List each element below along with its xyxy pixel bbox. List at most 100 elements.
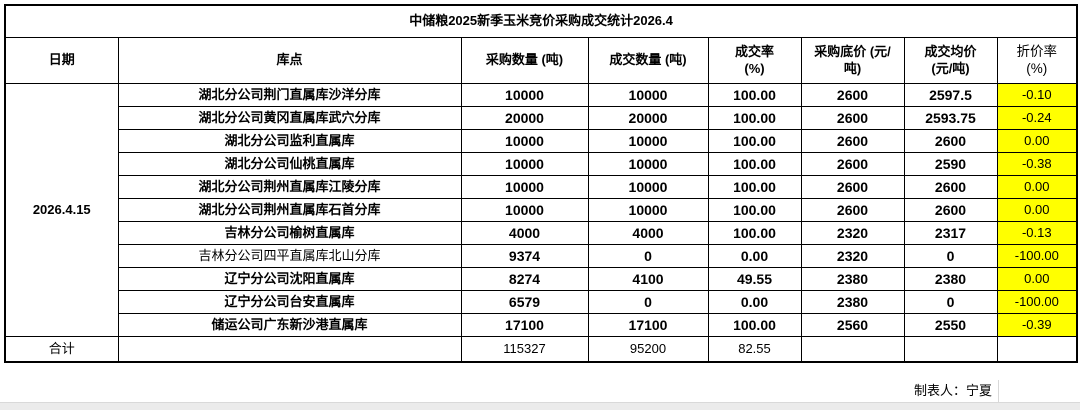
col-header-depot[interactable]: 库点 <box>117 37 462 84</box>
deal-qty-cell[interactable]: 10000 <box>587 152 709 176</box>
sheet-edge-strip <box>0 402 1080 410</box>
depot-cell[interactable]: 吉林分公司榆树直属库 <box>117 221 462 245</box>
deal-rate-cell[interactable]: 0.00 <box>707 244 802 268</box>
deal-rate-cell[interactable]: 49.55 <box>707 267 802 291</box>
deal-qty-cell[interactable]: 4000 <box>587 221 709 245</box>
title-row: 中储粮2025新季玉米竞价采购成交统计2026.4 <box>4 4 1078 38</box>
col-header-discount-rate[interactable]: 折价率 (%) <box>996 37 1078 84</box>
avg-price-cell[interactable]: 2600 <box>903 175 998 199</box>
floor-price-cell[interactable]: 2600 <box>800 129 905 153</box>
discount-rate-cell[interactable]: -0.38 <box>996 152 1078 176</box>
deal-qty-cell[interactable]: 0 <box>587 244 709 268</box>
col-header-purchase-qty[interactable]: 采购数量 (吨) <box>460 37 589 84</box>
purchase-qty-cell[interactable]: 10000 <box>460 152 589 176</box>
table-row: 湖北分公司仙桃直属库 10000 10000 100.00 2600 2590 … <box>5 152 1078 176</box>
col-header-deal-rate[interactable]: 成交率 (%) <box>707 37 802 84</box>
purchase-qty-cell[interactable]: 10000 <box>460 175 589 199</box>
floor-price-cell[interactable]: 2600 <box>800 152 905 176</box>
deal-rate-cell[interactable]: 100.00 <box>707 198 802 222</box>
col-header-avg-price[interactable]: 成交均价 (元/吨) <box>903 37 998 84</box>
deal-rate-cell[interactable]: 100.00 <box>707 129 802 153</box>
deal-qty-cell[interactable]: 17100 <box>587 313 709 337</box>
col-header-date[interactable]: 日期 <box>4 37 119 84</box>
deal-rate-cell[interactable]: 0.00 <box>707 290 802 314</box>
discount-rate-cell[interactable]: 0.00 <box>996 198 1078 222</box>
total-avg-price-cell[interactable] <box>903 336 998 363</box>
deal-qty-cell[interactable]: 10000 <box>587 83 709 107</box>
depot-cell[interactable]: 辽宁分公司沈阳直属库 <box>117 267 462 291</box>
col-header-floor-price[interactable]: 采购底价 (元/ 吨) <box>800 37 905 84</box>
table-row: 湖北分公司荆州直属库石首分库 10000 10000 100.00 2600 2… <box>5 198 1078 222</box>
deal-rate-cell[interactable]: 100.00 <box>707 152 802 176</box>
total-purchase-qty-cell[interactable]: 115327 <box>460 336 589 363</box>
depot-cell[interactable]: 湖北分公司荆州直属库江陵分库 <box>117 175 462 199</box>
floor-price-cell[interactable]: 2600 <box>800 175 905 199</box>
purchase-qty-cell[interactable]: 9374 <box>460 244 589 268</box>
col-header-deal-qty[interactable]: 成交数量 (吨) <box>587 37 709 84</box>
discount-rate-cell[interactable]: -0.10 <box>996 83 1078 107</box>
floor-price-cell[interactable]: 2600 <box>800 106 905 130</box>
avg-price-cell[interactable]: 2593.75 <box>903 106 998 130</box>
avg-price-cell[interactable]: 2317 <box>903 221 998 245</box>
discount-rate-cell[interactable]: -0.13 <box>996 221 1078 245</box>
table-title[interactable]: 中储粮2025新季玉米竞价采购成交统计2026.4 <box>4 4 1078 38</box>
creator-label[interactable]: 制表人：宁夏 <box>0 380 999 402</box>
discount-rate-cell[interactable]: -0.24 <box>996 106 1078 130</box>
deal-qty-cell[interactable]: 20000 <box>587 106 709 130</box>
avg-price-cell[interactable]: 2380 <box>903 267 998 291</box>
discount-rate-cell[interactable]: -100.00 <box>996 290 1078 314</box>
deal-qty-cell[interactable]: 10000 <box>587 175 709 199</box>
total-deal-qty-cell[interactable]: 95200 <box>587 336 709 363</box>
purchase-qty-cell[interactable]: 6579 <box>460 290 589 314</box>
avg-price-cell[interactable]: 2590 <box>903 152 998 176</box>
deal-rate-cell[interactable]: 100.00 <box>707 221 802 245</box>
floor-price-cell[interactable]: 2320 <box>800 244 905 268</box>
total-discount-rate-cell[interactable] <box>996 336 1078 363</box>
deal-rate-cell[interactable]: 100.00 <box>707 83 802 107</box>
deal-rate-cell[interactable]: 100.00 <box>707 175 802 199</box>
depot-cell[interactable]: 湖北分公司荆州直属库石首分库 <box>117 198 462 222</box>
purchase-qty-cell[interactable]: 10000 <box>460 198 589 222</box>
deal-qty-cell[interactable]: 0 <box>587 290 709 314</box>
discount-rate-cell[interactable]: 0.00 <box>996 267 1078 291</box>
floor-price-cell[interactable]: 2380 <box>800 290 905 314</box>
avg-price-cell[interactable]: 2550 <box>903 313 998 337</box>
deal-qty-cell[interactable]: 10000 <box>587 198 709 222</box>
avg-price-cell[interactable]: 2600 <box>903 129 998 153</box>
depot-cell[interactable]: 湖北分公司仙桃直属库 <box>117 152 462 176</box>
total-floor-price-cell[interactable] <box>800 336 905 363</box>
date-cell[interactable]: 2026.4.15 <box>4 83 119 337</box>
avg-price-cell[interactable]: 2600 <box>903 198 998 222</box>
floor-price-cell[interactable]: 2600 <box>800 83 905 107</box>
depot-cell[interactable]: 辽宁分公司台安直属库 <box>117 290 462 314</box>
floor-price-cell[interactable]: 2600 <box>800 198 905 222</box>
depot-cell[interactable]: 储运公司广东新沙港直属库 <box>117 313 462 337</box>
deal-rate-cell[interactable]: 100.00 <box>707 313 802 337</box>
total-deal-rate-cell[interactable]: 82.55 <box>707 336 802 363</box>
purchase-qty-cell[interactable]: 17100 <box>460 313 589 337</box>
deal-qty-cell[interactable]: 10000 <box>587 129 709 153</box>
floor-price-cell[interactable]: 2320 <box>800 221 905 245</box>
total-label-cell[interactable]: 合计 <box>4 336 119 363</box>
floor-price-cell[interactable]: 2560 <box>800 313 905 337</box>
avg-price-cell[interactable]: 0 <box>903 244 998 268</box>
purchase-qty-cell[interactable]: 8274 <box>460 267 589 291</box>
avg-price-cell[interactable]: 0 <box>903 290 998 314</box>
deal-qty-cell[interactable]: 4100 <box>587 267 709 291</box>
deal-rate-cell[interactable]: 100.00 <box>707 106 802 130</box>
depot-cell[interactable]: 湖北分公司黄冈直属库武穴分库 <box>117 106 462 130</box>
purchase-qty-cell[interactable]: 4000 <box>460 221 589 245</box>
purchase-qty-cell[interactable]: 10000 <box>460 129 589 153</box>
floor-price-cell[interactable]: 2380 <box>800 267 905 291</box>
depot-cell[interactable]: 湖北分公司监利直属库 <box>117 129 462 153</box>
purchase-qty-cell[interactable]: 10000 <box>460 83 589 107</box>
discount-rate-cell[interactable]: 0.00 <box>996 175 1078 199</box>
discount-rate-cell[interactable]: -100.00 <box>996 244 1078 268</box>
discount-rate-cell[interactable]: 0.00 <box>996 129 1078 153</box>
depot-cell[interactable]: 湖北分公司荆门直属库沙洋分库 <box>117 83 462 107</box>
discount-rate-cell[interactable]: -0.39 <box>996 313 1078 337</box>
avg-price-cell[interactable]: 2597.5 <box>903 83 998 107</box>
total-depot-cell[interactable] <box>117 336 462 363</box>
depot-cell[interactable]: 吉林分公司四平直属库北山分库 <box>117 244 462 268</box>
purchase-qty-cell[interactable]: 20000 <box>460 106 589 130</box>
